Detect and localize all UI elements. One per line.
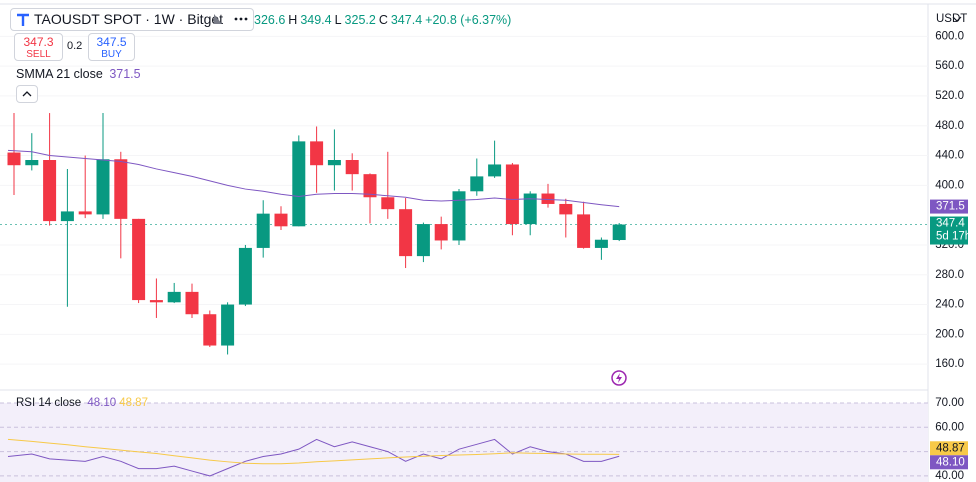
candle-body bbox=[505, 164, 519, 225]
close-label: C bbox=[378, 13, 388, 27]
candle-body bbox=[43, 160, 57, 222]
rsi-line bbox=[7, 438, 620, 477]
candle-body bbox=[612, 224, 626, 241]
rsi-line bbox=[7, 438, 620, 465]
candle-body bbox=[78, 211, 92, 215]
buy-label: BUY bbox=[101, 49, 122, 60]
candle-body bbox=[310, 141, 324, 166]
sell-button[interactable]: 347.3 SELL bbox=[14, 33, 63, 61]
smma-title: SMMA 21 close bbox=[16, 67, 103, 81]
smma-legend: SMMA 21 close 371.5 bbox=[16, 67, 144, 81]
y-tick-label: 560.0 bbox=[935, 60, 964, 72]
candle-body bbox=[488, 164, 502, 177]
candle-body bbox=[416, 224, 430, 257]
smma-value: 371.5 bbox=[109, 67, 141, 81]
y-tick-label: 240.0 bbox=[935, 299, 964, 311]
countdown-label: 5d 17h bbox=[936, 231, 971, 243]
candle-body bbox=[167, 291, 181, 303]
rsi-tag bbox=[930, 455, 968, 470]
candle-body bbox=[203, 314, 217, 346]
rsi-tag-label: 48.87 bbox=[936, 442, 965, 454]
change: +20.8 (+6.37%) bbox=[425, 13, 512, 27]
candle-body bbox=[256, 213, 270, 248]
candle-body bbox=[132, 218, 146, 301]
candle-body bbox=[7, 152, 21, 166]
candle-body bbox=[594, 239, 608, 248]
rsi-title: RSI 14 close bbox=[16, 397, 82, 409]
ohlc-legend: 326.6 H 349.4 L 325.2 C 347.4 +20.8 (+6.37%) bbox=[254, 13, 514, 27]
sell-label: SELL bbox=[26, 49, 51, 60]
smma-line bbox=[7, 149, 620, 208]
currency[interactable]: USDT bbox=[936, 13, 967, 25]
symbol-icons bbox=[214, 14, 248, 24]
smma-tag-label: 371.5 bbox=[936, 201, 965, 213]
rsi-tick-label: 60.00 bbox=[935, 421, 964, 433]
candle-body bbox=[96, 159, 110, 215]
close-value: 347.4 bbox=[390, 13, 423, 27]
candle-body bbox=[381, 197, 395, 210]
candle-body bbox=[399, 209, 413, 257]
candle-body bbox=[559, 203, 573, 215]
candle-body bbox=[523, 193, 537, 225]
close-tag-label: 347.4 bbox=[936, 218, 965, 230]
collapse-button[interactable] bbox=[16, 85, 38, 103]
y-tick-label: 200.0 bbox=[935, 328, 964, 340]
candle-body bbox=[470, 176, 484, 192]
rsi-band bbox=[0, 402, 928, 482]
buy-price: 347.5 bbox=[96, 35, 127, 49]
open-value: 326.6 bbox=[254, 13, 286, 27]
lightning-icon[interactable] bbox=[611, 370, 627, 386]
y-tick-label: 480.0 bbox=[935, 120, 964, 132]
rsi-tag bbox=[930, 441, 968, 456]
rsi-tag-label: 48.10 bbox=[936, 456, 965, 468]
candle-body bbox=[114, 159, 128, 219]
collapse-icon bbox=[22, 91, 32, 97]
candle-body bbox=[149, 300, 163, 303]
candle-body bbox=[577, 214, 591, 248]
candle-body bbox=[363, 174, 377, 198]
sell-price: 347.3 bbox=[23, 35, 54, 49]
candle-body bbox=[60, 211, 74, 222]
rsi-tick-label: 40.00 bbox=[935, 470, 964, 482]
y-tick-label: 160.0 bbox=[935, 358, 964, 370]
rsi-value: 48.10 bbox=[87, 397, 117, 409]
rsi-ma-value: 48.87 bbox=[119, 397, 148, 409]
buy-button[interactable]: 347.5 BUY bbox=[88, 33, 135, 61]
dropdown-arrow[interactable] bbox=[952, 16, 962, 22]
candle-body bbox=[452, 191, 466, 241]
spread: 0.2 bbox=[67, 40, 83, 52]
candle-body bbox=[434, 224, 448, 241]
rsi-legend: RSI 14 close 48.10 48.87 bbox=[16, 397, 151, 409]
high-label: H bbox=[288, 13, 298, 27]
candle-body bbox=[238, 247, 252, 305]
candle-body bbox=[541, 193, 555, 204]
candle-body bbox=[185, 291, 199, 315]
symbol-box[interactable] bbox=[10, 8, 254, 31]
low-label: L bbox=[334, 13, 342, 27]
candle-body bbox=[25, 160, 39, 166]
y-tick-label: 400.0 bbox=[935, 179, 964, 191]
candle-body bbox=[292, 141, 306, 227]
symbol-title: TAOUSDT SPOT · 1W · Bitget bbox=[34, 11, 224, 27]
candle-body bbox=[221, 304, 235, 346]
y-tick-label: 600.0 bbox=[935, 30, 964, 42]
candle-body bbox=[327, 160, 341, 166]
high-value: 349.4 bbox=[300, 13, 332, 27]
candle-body bbox=[345, 160, 359, 175]
smma-tag bbox=[930, 199, 968, 214]
low-value: 325.2 bbox=[344, 13, 376, 27]
rsi-tick-label: 70.00 bbox=[935, 397, 964, 409]
y-tick-label: 280.0 bbox=[935, 269, 964, 281]
y-tick-label: 520.0 bbox=[935, 90, 964, 102]
close-tag bbox=[930, 216, 968, 245]
logo bbox=[17, 13, 29, 26]
y-tick-label: 440.0 bbox=[935, 150, 964, 162]
candle-body bbox=[274, 213, 288, 227]
